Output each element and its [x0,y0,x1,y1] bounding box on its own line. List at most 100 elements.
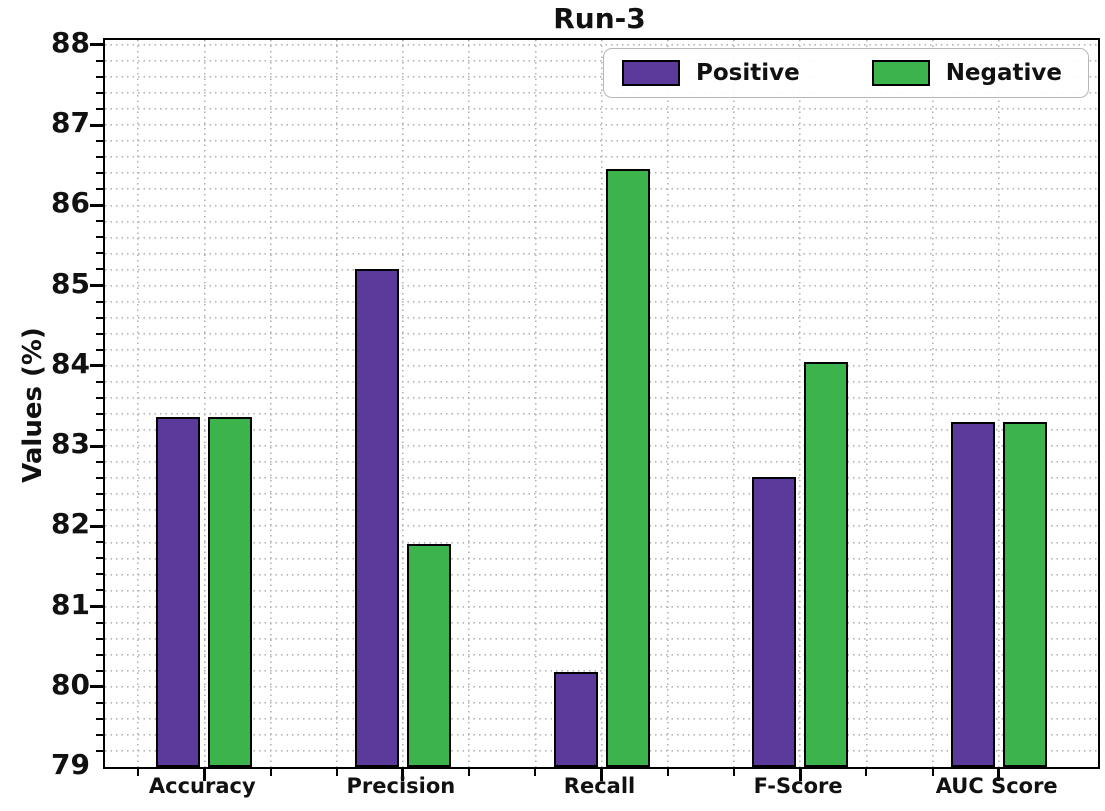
x-gridline [203,40,206,767]
y-minor-tick [96,589,103,592]
y-minor-tick [96,252,103,255]
x-minor-tick [865,769,868,776]
y-minor-tick [96,172,103,175]
x-tick-label-f-score: F-Score [753,774,843,798]
y-minor-tick [96,717,103,720]
positive-series-swatch [621,60,680,86]
x-gridline [402,40,405,767]
x-minor-tick [468,769,471,776]
y-tick-label: 82 [51,507,90,541]
y-tick-label: 88 [51,25,90,59]
y-minor-tick [96,188,103,191]
y-minor-tick [96,461,103,464]
y-minor-tick [96,669,103,672]
bar-auc-score-negative [1002,421,1047,767]
x-minor-tick [335,769,338,776]
x-minor-tick [137,769,140,776]
x-gridline [468,40,471,767]
y-tick-label: 81 [51,587,90,621]
x-major-tick [798,769,802,781]
y-minor-tick [96,428,103,431]
y-minor-tick [96,75,103,78]
x-gridline [666,40,669,767]
bar-f-score-negative [804,361,849,767]
x-minor-tick [732,769,735,776]
y-tick-label: 87 [51,106,90,140]
y-minor-tick [96,108,103,110]
x-gridline [269,40,272,767]
x-gridline [600,40,603,767]
y-minor-tick [96,412,103,415]
y-major-tick [90,605,103,608]
y-major-tick [90,43,103,47]
y-minor-tick [96,701,103,704]
y-minor-tick [96,509,103,512]
y-axis-label: Values (%) [18,327,48,483]
x-major-tick [600,769,603,781]
x-gridline [997,40,1000,767]
y-tick-label: 84 [51,346,90,380]
plot-area: Positive Negative [90,38,1100,781]
x-gridline [865,40,868,767]
y-major-tick [90,203,103,207]
y-minor-tick [96,493,103,496]
y-minor-tick [96,348,103,351]
legend-label-positive: Positive [695,60,800,86]
y-tick-label: 79 [51,748,90,781]
legend-item-negative: Negative [871,60,1062,86]
y-minor-tick [96,733,103,736]
y-major-tick [90,364,103,368]
negative-series-swatch [871,60,930,86]
y-minor-tick [96,140,103,143]
x-tick-label-accuracy: Accuracy [148,774,256,798]
y-minor-tick [96,316,103,319]
y-minor-tick [96,156,103,159]
bar-precision-negative [406,543,451,767]
y-minor-tick [96,220,103,223]
y-minor-tick [96,541,103,544]
x-tick-label-recall: Recall [563,774,636,798]
x-minor-tick [666,769,669,776]
y-minor-tick [96,332,103,335]
bar-auc-score-positive [950,421,995,767]
x-gridline [733,40,736,767]
y-tick-label: 83 [51,427,90,461]
x-gridline [799,40,802,767]
x-minor-tick [269,769,272,776]
y-minor-tick [96,236,103,239]
x-tick-label-auc-score: AUC Score [935,774,1058,798]
y-major-tick [90,123,103,127]
x-gridline [534,40,537,767]
legend-label-negative: Negative [945,60,1062,86]
y-minor-tick [96,396,103,399]
y-minor-tick [96,268,103,271]
y-minor-tick [96,621,103,624]
y-minor-tick [96,300,103,303]
x-minor-tick [534,769,537,776]
y-tick-label: 80 [51,667,90,701]
y-minor-tick [96,557,103,560]
x-gridline [335,40,338,767]
y-tick-label: 85 [51,266,90,300]
y-minor-tick [96,477,103,480]
legend: Positive Negative [602,48,1089,98]
x-gridline [931,40,934,767]
bar-precision-positive [354,268,399,767]
y-minor-tick [96,573,103,576]
bar-accuracy-negative [208,417,253,767]
chart-title: Run-3 [553,2,646,35]
y-minor-tick [96,59,103,62]
y-major-tick [90,284,103,288]
legend-item-positive: Positive [621,60,800,86]
y-minor-tick [96,91,103,94]
y-major-tick [90,444,103,448]
y-minor-tick [96,637,103,640]
x-major-tick [997,769,1001,781]
y-minor-tick [96,380,103,383]
x-tick-label-precision: Precision [346,774,456,798]
bar-accuracy-positive [156,417,201,767]
x-major-tick [202,769,206,781]
y-minor-tick [96,749,103,752]
x-gridline [137,40,140,767]
